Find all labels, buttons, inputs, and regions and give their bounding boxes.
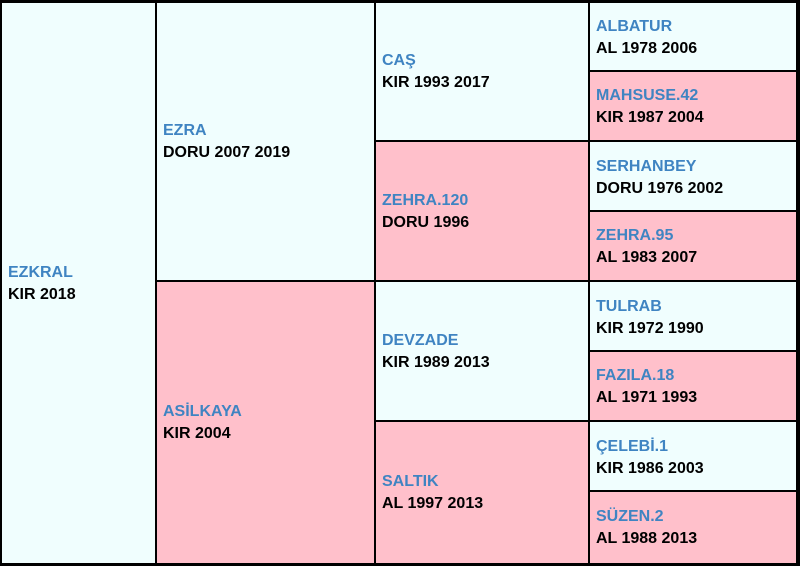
ancestor-name[interactable]: ÇELEBİ.1: [596, 437, 669, 455]
ancestor-info: KIR 1972 1990: [596, 319, 704, 337]
ancestor-name[interactable]: ALBATUR: [596, 18, 673, 35]
ancestor-cell[interactable]: SÜZEN.2 AL 1988 2013: [590, 492, 796, 563]
ancestor-name[interactable]: ZEHRA.95: [596, 226, 674, 244]
sire-name[interactable]: EZRA: [163, 122, 207, 139]
ancestor-cell[interactable]: FAZILA.18 AL 1971 1993: [590, 352, 796, 420]
sire-sire-cell[interactable]: CAŞ KIR 1993 2017: [376, 3, 588, 140]
sire-cell[interactable]: EZRA DORU 2007 2019: [157, 3, 374, 280]
dam-dam-name[interactable]: SALTIK: [382, 473, 439, 490]
dam-name[interactable]: ASİLKAYA: [163, 403, 242, 420]
ancestor-info: AL 1971 1993: [596, 388, 698, 406]
horse-info: KIR 2018: [8, 285, 76, 303]
ancestor-info: DORU 1976 2002: [596, 179, 724, 197]
dam-sire-info: KIR 1989 2013: [382, 353, 490, 371]
ancestor-info: AL 1978 2006: [596, 40, 698, 57]
ancestor-name[interactable]: MAHSUSE.42: [596, 86, 699, 104]
horse-cell[interactable]: EZKRAL KIR 2018: [2, 3, 155, 563]
ancestor-cell[interactable]: ALBATUR AL 1978 2006: [590, 3, 796, 70]
sire-dam-info: DORU 1996: [382, 213, 470, 231]
dam-dam-info: AL 1997 2013: [382, 495, 484, 512]
ancestor-info: KIR 1986 2003: [596, 459, 704, 477]
ancestor-cell[interactable]: MAHSUSE.42 KIR 1987 2004: [590, 72, 796, 140]
ancestor-cell[interactable]: SERHANBEY DORU 1976 2002: [590, 142, 796, 210]
dam-cell[interactable]: ASİLKAYA KIR 2004: [157, 282, 374, 563]
dam-info: KIR 2004: [163, 425, 231, 442]
sire-sire-name[interactable]: CAŞ: [382, 52, 416, 69]
dam-sire-name[interactable]: DEVZADE: [382, 331, 459, 349]
ancestor-info: AL 1983 2007: [596, 248, 698, 266]
dam-dam-cell[interactable]: SALTIK AL 1997 2013: [376, 422, 588, 563]
sire-sire-info: KIR 1993 2017: [382, 74, 490, 91]
horse-name[interactable]: EZKRAL: [8, 263, 73, 281]
sire-dam-name[interactable]: ZEHRA.120: [382, 191, 469, 209]
dam-sire-cell[interactable]: DEVZADE KIR 1989 2013: [376, 282, 588, 420]
ancestor-cell[interactable]: ÇELEBİ.1 KIR 1986 2003: [590, 422, 796, 490]
ancestor-cell[interactable]: TULRAB KIR 1972 1990: [590, 282, 796, 350]
ancestor-name[interactable]: SERHANBEY: [596, 157, 697, 175]
sire-dam-cell[interactable]: ZEHRA.120 DORU 1996: [376, 142, 588, 280]
ancestor-name[interactable]: TULRAB: [596, 297, 662, 315]
ancestor-cell[interactable]: ZEHRA.95 AL 1983 2007: [590, 212, 796, 280]
ancestor-name[interactable]: SÜZEN.2: [596, 508, 664, 525]
ancestor-info: AL 1988 2013: [596, 530, 698, 547]
ancestor-info: KIR 1987 2004: [596, 108, 704, 126]
sire-info: DORU 2007 2019: [163, 144, 291, 161]
ancestor-name[interactable]: FAZILA.18: [596, 366, 675, 384]
